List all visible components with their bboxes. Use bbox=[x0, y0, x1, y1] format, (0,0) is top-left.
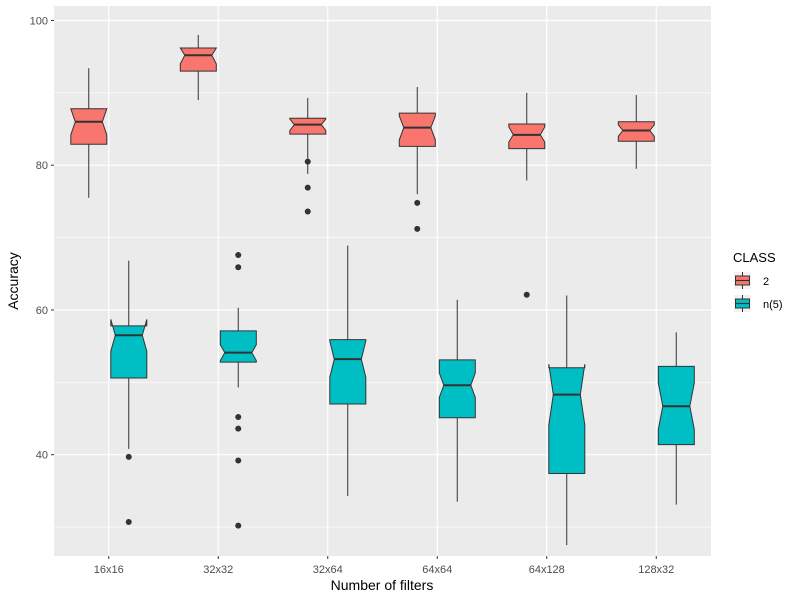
box-body bbox=[179, 47, 218, 72]
outlier-point bbox=[304, 184, 311, 191]
y-tick-label: 100 bbox=[30, 15, 48, 27]
x-tick-label: 128x32 bbox=[638, 564, 674, 576]
box-n(5)-64x128 bbox=[548, 295, 586, 546]
gridlines bbox=[54, 6, 711, 556]
box-body bbox=[219, 330, 257, 363]
box-2-16x16 bbox=[70, 68, 108, 198]
box-body bbox=[438, 359, 476, 419]
box-body bbox=[548, 364, 586, 474]
y-axis: 40 60 80 100 bbox=[30, 15, 54, 462]
x-tick-label: 16x16 bbox=[94, 564, 124, 576]
box-body bbox=[70, 108, 108, 145]
y-tick-label: 80 bbox=[36, 160, 48, 172]
box-2-32x64 bbox=[289, 97, 327, 215]
legend-label: n(5) bbox=[763, 299, 783, 311]
box-layer bbox=[70, 34, 695, 546]
box-body bbox=[617, 121, 655, 142]
box-body bbox=[329, 339, 367, 405]
outlier-point bbox=[414, 199, 421, 206]
box-body bbox=[398, 112, 436, 147]
outlier-point bbox=[235, 414, 242, 421]
y-tick-label: 60 bbox=[36, 305, 48, 317]
x-tick-label: 64x64 bbox=[422, 564, 452, 576]
legend-item-n(5): n(5) bbox=[734, 295, 783, 312]
outlier-point bbox=[235, 425, 242, 432]
box-n(5)-32x32 bbox=[219, 251, 257, 529]
outlier-point bbox=[125, 518, 132, 525]
outlier-point bbox=[304, 158, 311, 165]
legend-label: 2 bbox=[763, 276, 769, 288]
box-n(5)-128x32 bbox=[657, 332, 695, 505]
outlier-point bbox=[125, 453, 132, 460]
y-axis-title: Accuracy bbox=[5, 252, 21, 310]
box-body bbox=[289, 117, 327, 135]
x-axis: 16x16 32x32 32x64 64x64 64x128 128x32 bbox=[94, 556, 674, 576]
outlier-point bbox=[304, 208, 311, 215]
outlier-point bbox=[235, 251, 242, 258]
plot-panel bbox=[54, 6, 711, 556]
legend-title: CLASS bbox=[733, 250, 776, 265]
box-2-64x64 bbox=[398, 87, 436, 232]
legend-item-2: 2 bbox=[734, 272, 769, 289]
box-2-128x32 bbox=[617, 95, 655, 169]
outlier-point bbox=[235, 522, 242, 529]
x-tick-label: 32x32 bbox=[203, 564, 233, 576]
outlier-point bbox=[523, 291, 530, 298]
box-n(5)-16x16 bbox=[110, 260, 148, 525]
box-n(5)-64x64 bbox=[438, 299, 476, 502]
box-body bbox=[508, 123, 546, 150]
box-n(5)-32x64 bbox=[329, 245, 367, 496]
outlier-point bbox=[235, 264, 242, 271]
box-2-32x32 bbox=[179, 34, 218, 101]
x-tick-label: 64x128 bbox=[529, 564, 565, 576]
outlier-point bbox=[235, 457, 242, 464]
legend: CLASS 2 n(5) bbox=[733, 250, 783, 312]
box-2-64x128 bbox=[508, 92, 546, 298]
x-axis-title: Number of filters bbox=[331, 577, 434, 593]
outlier-point bbox=[414, 225, 421, 232]
y-tick-label: 40 bbox=[36, 450, 48, 462]
box-body bbox=[110, 319, 148, 379]
x-tick-label: 32x64 bbox=[313, 564, 343, 576]
